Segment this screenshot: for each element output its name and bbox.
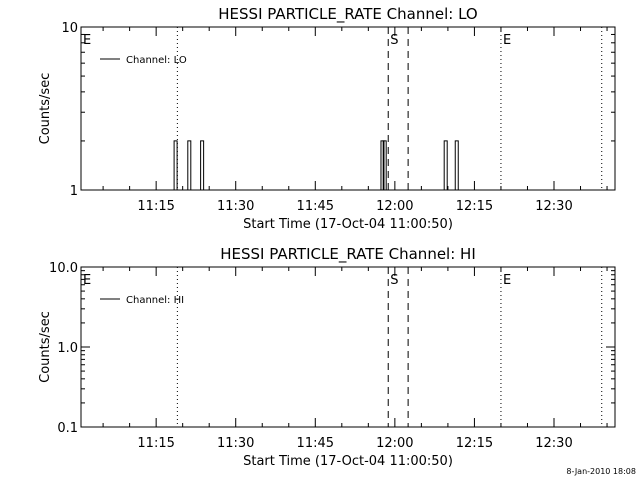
x-tick-label: 11:30	[217, 436, 254, 451]
plot-date-stamp: 8-Jan-2010 18:08	[566, 467, 636, 476]
x-tick-label: 12:00	[376, 199, 413, 214]
chart-panels: HESSI PARTICLE_RATE Channel: LO Start Tim…	[38, 5, 616, 469]
chart-title: HESSI PARTICLE_RATE Channel: LO	[218, 5, 477, 24]
legend-label: Channel: LO	[126, 55, 187, 66]
chart-panel-2: HESSI PARTICLE_RATE Channel: HI Start Tim…	[38, 245, 616, 469]
y-tick-label: 0.1	[57, 421, 78, 436]
x-tick-label: 12:15	[456, 436, 493, 451]
x-tick-label: 11:45	[297, 199, 334, 214]
x-tick-label: 12:00	[376, 436, 413, 451]
legend-label: Channel: HI	[126, 295, 184, 306]
data-spike	[380, 140, 385, 190]
event-marker-label: S	[390, 33, 398, 48]
y-axis-label: Counts/sec	[38, 311, 53, 383]
y-tick-label: 10	[61, 21, 78, 36]
data-spike	[200, 140, 205, 190]
x-tick-label: 12:15	[456, 199, 493, 214]
event-marker-label: E	[503, 273, 511, 288]
data-spike	[454, 140, 459, 190]
event-marker-label: E	[503, 33, 511, 48]
y-tick-label: 10.0	[49, 261, 78, 276]
data-spike	[187, 140, 192, 190]
chart-panel-1: HESSI PARTICLE_RATE Channel: LO Start Tim…	[38, 5, 616, 232]
y-tick-label: 1	[70, 184, 78, 199]
event-marker-label: E	[83, 33, 91, 48]
y-axis-label: Counts/sec	[38, 73, 53, 145]
plot-frame	[80, 266, 616, 428]
x-tick-label: 11:15	[137, 199, 174, 214]
x-tick-label: 12:30	[535, 436, 572, 451]
data-spike	[173, 140, 178, 190]
x-axis-label: Start Time (17-Oct-04 11:00:50)	[243, 217, 453, 232]
y-tick-label: 1.0	[57, 341, 78, 356]
chart-title: HESSI PARTICLE_RATE Channel: HI	[220, 245, 476, 264]
x-tick-label: 11:45	[297, 436, 334, 451]
x-tick-label: 11:30	[217, 199, 254, 214]
x-tick-label: 11:15	[137, 436, 174, 451]
data-spike	[443, 140, 448, 190]
x-axis-label: Start Time (17-Oct-04 11:00:50)	[243, 454, 453, 469]
plot-frame	[80, 26, 616, 191]
data-spike	[382, 140, 387, 190]
event-marker-label: E	[83, 273, 91, 288]
event-marker-label: S	[390, 273, 398, 288]
x-tick-label: 12:30	[535, 199, 572, 214]
